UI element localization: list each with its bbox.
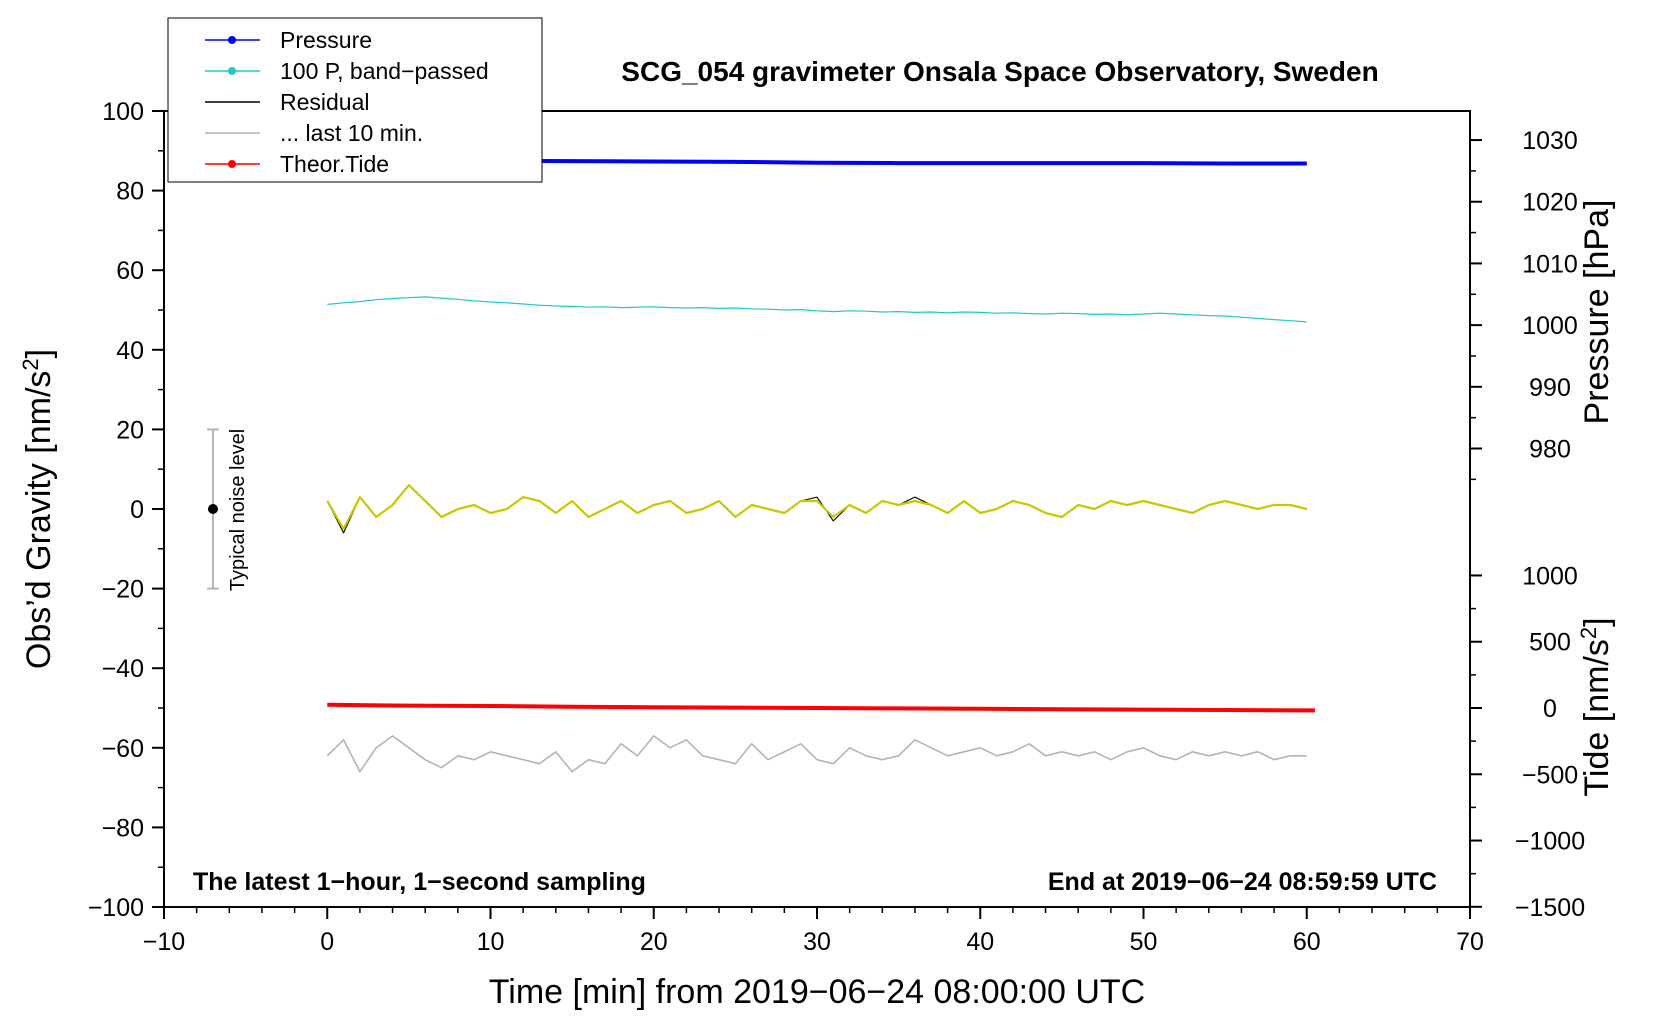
annotation-right: End at 2019−06−24 08:59:59 UTC: [1048, 868, 1437, 896]
pressure-axis-ticks: 980 990 1000 1010 1020 1030: [1470, 127, 1578, 481]
pressure-tick-label: 990: [1529, 374, 1571, 402]
x-axis-label: Time [min] from 2019−06−24 08:00:00 UTC: [489, 973, 1145, 1011]
legend-marker: [228, 36, 236, 44]
x-tick-label: 0: [320, 928, 334, 956]
tide-axis-label-sup: 2: [1576, 627, 1601, 639]
x-tick-label: 60: [1293, 928, 1321, 956]
noise-bar-center: [207, 504, 218, 514]
tide-tick-label: −500: [1522, 761, 1578, 789]
legend-marker: [228, 67, 236, 75]
legend-label: Pressure: [280, 27, 372, 53]
tide-tick-label: 0: [1543, 695, 1557, 723]
legend-label: 100 P, band−passed: [280, 58, 489, 84]
annotation-left: The latest 1−hour, 1−second sampling: [193, 868, 646, 896]
pressure-axis-label: Pressure [hPa]: [1578, 200, 1616, 425]
gravity-axis-ticks: −100 −80 −60 −40 −20 0 20 40 60 80 100: [88, 98, 164, 922]
tide-axis-label-end: ]: [1578, 617, 1616, 626]
y-axis-label-main: Obs’d Gravity [nm/s: [20, 371, 58, 670]
series-line-100-p-band-passed: [327, 296, 1307, 323]
legend-label: ... last 10 min.: [280, 120, 423, 146]
legend: Pressure 100 P, band−passed Residual ... la…: [167, 17, 543, 183]
y-tick-label: 80: [116, 178, 144, 206]
tide-tick-label: 500: [1529, 629, 1571, 657]
legend-label: Theor.Tide: [280, 151, 389, 177]
x-tick-label: 50: [1130, 928, 1158, 956]
plot-frame: [163, 110, 1471, 908]
pressure-tick-label: 1010: [1522, 250, 1578, 278]
y-tick-label: −20: [102, 576, 144, 604]
y-tick-label: −80: [102, 814, 144, 842]
pressure-tick-label: 980: [1529, 436, 1571, 464]
y-tick-label: 40: [116, 337, 144, 365]
x-tick-label: 20: [640, 928, 668, 956]
tide-axis-ticks: −1500 −1000 −500 0 500 1000: [1470, 562, 1585, 922]
noise-bar-label: Typical noise level: [227, 429, 249, 591]
tide-axis-label: Tide [nm/s2]: [1576, 617, 1616, 796]
pressure-tick-label: 1000: [1522, 312, 1578, 340]
series-layer: [326, 157, 1315, 773]
x-tick-label: −10: [143, 928, 185, 956]
series-line-theor-tide: [327, 702, 1315, 713]
series-line-residual-smoothed: [326, 484, 1308, 531]
tide-tick-label: 1000: [1522, 562, 1578, 590]
y-axis-label: Obs’d Gravity [nm/s2]: [18, 349, 58, 669]
x-tick-label: 40: [966, 928, 994, 956]
y-tick-label: 100: [102, 98, 144, 126]
x-axis-ticks: −10 0 10 20 30 40 50 60 70: [143, 907, 1484, 956]
y-axis-label-sup: 2: [18, 358, 43, 370]
tide-axis-label-main: Tide [nm/s: [1578, 639, 1616, 796]
y-tick-label: 0: [130, 496, 144, 524]
y-tick-label: −100: [88, 894, 144, 922]
tide-tick-label: −1500: [1515, 894, 1585, 922]
y-tick-label: 60: [116, 257, 144, 285]
x-tick-label: 70: [1456, 928, 1484, 956]
legend-marker: [228, 160, 236, 168]
series-line-last-10-min: [326, 735, 1307, 773]
y-axis-label-end: ]: [20, 349, 58, 358]
y-tick-label: −40: [102, 655, 144, 683]
pressure-tick-label: 1020: [1522, 189, 1578, 217]
tide-tick-label: −1000: [1515, 828, 1585, 856]
legend-label: Residual: [280, 89, 370, 115]
legend-entries: Pressure 100 P, band−passed Residual ... la…: [205, 27, 489, 177]
x-tick-label: 30: [803, 928, 831, 956]
y-tick-label: −60: [102, 735, 144, 763]
noise-bar: Typical noise level: [206, 428, 249, 591]
legend-box: [167, 17, 543, 183]
y-tick-label: 20: [116, 416, 144, 444]
series-line-residual: [326, 484, 1307, 534]
chart-title: SCG_054 gravimeter Onsala Space Observat…: [621, 56, 1378, 87]
x-tick-label: 10: [477, 928, 505, 956]
pressure-tick-label: 1030: [1522, 127, 1578, 155]
